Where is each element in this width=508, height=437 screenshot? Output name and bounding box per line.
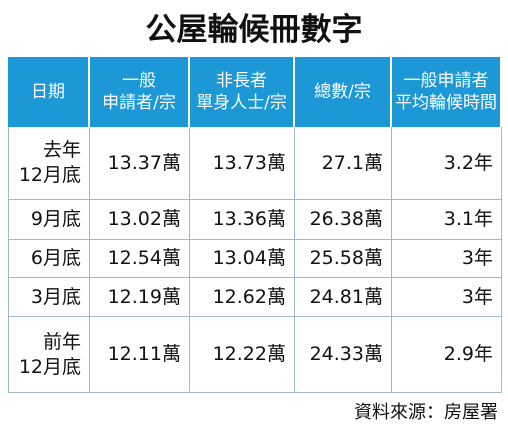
cell-text: 一般申請者: [403, 70, 489, 91]
cell-text: 27.1萬: [321, 151, 383, 174]
cell-text: 3.1年: [443, 208, 493, 231]
cell-text: 3.2年: [443, 151, 493, 174]
value-cell: 13.04萬: [190, 240, 295, 278]
header-cell: 總數/宗: [295, 57, 392, 127]
cell-text: 6月底: [30, 247, 81, 270]
cell-text: 13.37萬: [107, 151, 181, 174]
cell-text: 2.9年: [443, 343, 493, 366]
source: 資料來源：房屋署: [354, 402, 498, 423]
date-cell: 9月底: [8, 200, 90, 240]
cell-text: 13.36萬: [212, 208, 286, 231]
value-cell: 27.1萬: [295, 127, 392, 200]
value-cell: 3.1年: [392, 200, 502, 240]
value-cell: 13.73萬: [190, 127, 295, 200]
cell-text: 申請者/宗: [102, 93, 176, 113]
cell-text: 前年: [42, 330, 81, 353]
value-cell: 12.22萬: [190, 317, 295, 393]
cell-text: 非長者: [216, 70, 267, 91]
cell-text: 25.58萬: [309, 247, 383, 270]
value-cell: 13.36萬: [190, 200, 295, 240]
cell-text: 12月底: [18, 355, 81, 378]
cell-text: 12.11萬: [107, 343, 181, 366]
value-cell: 12.19萬: [90, 278, 190, 317]
cell-text: 一般: [122, 70, 156, 91]
date-cell: 3月底: [8, 278, 90, 317]
cell-text: 26.38萬: [309, 208, 383, 231]
cell-text: 3年: [461, 285, 493, 308]
value-cell: 25.58萬: [295, 240, 392, 278]
table: 日期 一般 申請者/宗 非長者 單身人士/宗 總數/宗 一般申請者 平均輪候時間 去年 12月底 1…: [8, 57, 502, 393]
cell-text: 平均輪候時間: [395, 93, 497, 113]
cell-text: 13.73萬: [212, 151, 286, 174]
value-cell: 12.62萬: [190, 278, 295, 317]
value-cell: 12.54萬: [90, 240, 190, 278]
cell-text: 13.02萬: [107, 208, 181, 231]
value-cell: 2.9年: [392, 317, 502, 393]
cell-text: 12.22萬: [212, 343, 286, 366]
cell-text: 日期: [31, 81, 65, 102]
value-cell: 3年: [392, 278, 502, 317]
date-cell: 前年 12月底: [8, 317, 90, 393]
cell-text: 12.19萬: [107, 285, 181, 308]
value-cell: 24.81萬: [295, 278, 392, 317]
cell-text: 總數/宗: [314, 81, 371, 102]
value-cell: 26.38萬: [295, 200, 392, 240]
title: 公屋輪候冊數字: [145, 12, 363, 48]
cell-text: 24.81萬: [309, 285, 383, 308]
cell-text: 3月底: [30, 285, 81, 308]
cell-text: 3年: [461, 247, 493, 270]
header-cell: 一般 申請者/宗: [90, 57, 190, 127]
date-cell: 去年 12月底: [8, 127, 90, 200]
cell-text: 13.04萬: [212, 247, 286, 270]
cell-text: 去年: [42, 139, 81, 162]
value-cell: 13.37萬: [90, 127, 190, 200]
cell-text: 12月底: [18, 164, 81, 186]
header-cell: 一般申請者 平均輪候時間: [392, 57, 502, 127]
header-cell: 非長者 單身人士/宗: [190, 57, 295, 127]
cell-text: 12.54萬: [107, 247, 181, 270]
value-cell: 12.11萬: [90, 317, 190, 393]
cell-text: 24.33萬: [309, 343, 383, 366]
cell-text: 12.62萬: [212, 285, 286, 308]
date-cell: 6月底: [8, 240, 90, 278]
cell-text: 9月底: [30, 208, 81, 231]
value-cell: 3年: [392, 240, 502, 278]
cell-text: 單身人士/宗: [196, 93, 287, 113]
value-cell: 24.33萬: [295, 317, 392, 393]
value-cell: 3.2年: [392, 127, 502, 200]
header-cell: 日期: [8, 57, 90, 127]
value-cell: 13.02萬: [90, 200, 190, 240]
